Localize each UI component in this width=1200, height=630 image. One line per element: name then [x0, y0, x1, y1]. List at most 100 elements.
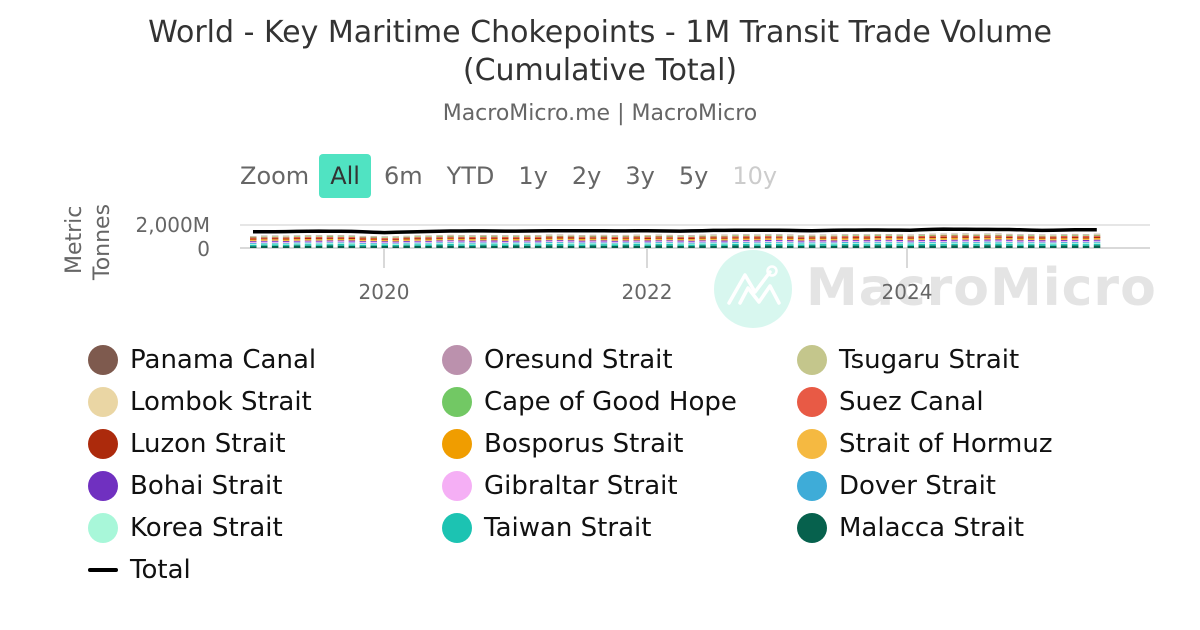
column-segment	[732, 240, 739, 242]
column-segment	[1093, 242, 1101, 244]
legend-item-gibraltar-strait[interactable]: Gibraltar Strait	[442, 466, 678, 506]
column-segment	[1060, 242, 1068, 244]
legend-item-lombok-strait[interactable]: Lombok Strait	[88, 382, 312, 422]
total-series-line[interactable]	[252, 227, 1097, 235]
column-segment	[754, 235, 761, 237]
column-segment	[721, 241, 728, 243]
legend-item-dover-strait[interactable]: Dover Strait	[797, 466, 996, 506]
column-segment	[491, 236, 498, 238]
range-button-6m[interactable]: 6m	[383, 162, 423, 190]
column-segment	[348, 243, 356, 245]
legend-item-total[interactable]: Total	[88, 550, 191, 590]
column-segment	[776, 237, 783, 239]
column-segment	[1039, 237, 1046, 239]
range-button-3y[interactable]: 3y	[625, 162, 655, 190]
column-segment	[940, 239, 947, 242]
column-segment	[973, 242, 980, 245]
column-segment	[392, 243, 399, 245]
column-segment	[337, 245, 345, 248]
range-button-5y[interactable]: 5y	[678, 162, 709, 190]
column-segment	[271, 238, 279, 240]
column-segment	[633, 238, 640, 240]
legend-item-bohai-strait[interactable]: Bohai Strait	[88, 466, 282, 506]
column-segment	[502, 239, 509, 240]
range-button-1y[interactable]: 1y	[518, 162, 548, 190]
column-segment	[633, 239, 640, 241]
column-segment	[513, 244, 520, 246]
column-segment	[1060, 241, 1068, 243]
legend-label: Oresund Strait	[484, 345, 673, 375]
column-segment	[940, 236, 947, 239]
column-segment	[885, 242, 893, 244]
column-segment	[918, 235, 925, 238]
column-segment	[743, 245, 750, 248]
column-segment	[502, 241, 509, 243]
column-segment	[326, 236, 334, 237]
stacked-columns[interactable]	[250, 233, 1101, 248]
column-segment	[743, 236, 750, 238]
x-tick-label-2024: 2024	[881, 280, 933, 304]
legend-item-suez-canal[interactable]: Suez Canal	[797, 382, 984, 422]
column-segment	[414, 239, 421, 240]
column-segment	[874, 239, 882, 241]
column-segment	[732, 238, 739, 240]
column-segment	[1028, 243, 1035, 245]
column-segment	[1006, 241, 1013, 243]
column-segment	[918, 242, 925, 244]
column-segment	[929, 239, 936, 241]
column-segment	[951, 243, 958, 246]
column-segment	[414, 245, 421, 248]
column-segment	[524, 242, 531, 244]
legend-item-tsugaru-strait[interactable]: Tsugaru Strait	[797, 340, 1019, 380]
column-segment	[337, 243, 345, 245]
column-segment	[688, 243, 695, 245]
column-segment	[436, 245, 443, 248]
column-segment	[666, 235, 673, 237]
column-segment	[995, 243, 1002, 246]
column-segment	[502, 238, 509, 240]
column-segment	[337, 241, 345, 243]
column-segment	[1028, 238, 1035, 240]
column-segment	[929, 234, 936, 236]
column-segment	[469, 246, 476, 248]
column-segment	[403, 244, 410, 246]
column-segment	[885, 235, 893, 236]
legend-item-malacca-strait[interactable]: Malacca Strait	[797, 508, 1024, 548]
column-segment	[863, 244, 871, 246]
legend-item-bosporus-strait[interactable]: Bosporus Strait	[442, 424, 683, 464]
legend-item-luzon-strait[interactable]: Luzon Strait	[88, 424, 286, 464]
legend-item-taiwan-strait[interactable]: Taiwan Strait	[442, 508, 651, 548]
legend-dot-icon	[797, 513, 827, 543]
legend-item-oresund-strait[interactable]: Oresund Strait	[442, 340, 673, 380]
column-segment	[743, 240, 750, 241]
column-segment	[1017, 235, 1024, 237]
column-segment	[1071, 243, 1079, 246]
column-segment	[907, 239, 914, 241]
legend-item-korea-strait[interactable]: Korea Strait	[88, 508, 283, 548]
legend-item-panama-canal[interactable]: Panama Canal	[88, 340, 316, 380]
column-segment	[370, 240, 377, 242]
column-segment	[787, 237, 794, 239]
legend-item-strait-of-hormuz[interactable]: Strait of Hormuz	[797, 424, 1052, 464]
column-segment	[271, 242, 279, 244]
column-segment	[403, 245, 410, 248]
legend-item-cape-of-good-hope[interactable]: Cape of Good Hope	[442, 382, 737, 422]
column-segment	[929, 237, 936, 239]
range-button-all[interactable]: All	[319, 154, 371, 198]
column-segment	[852, 240, 860, 241]
column-segment	[885, 238, 893, 239]
column-segment	[732, 244, 739, 246]
column-segment	[491, 237, 498, 239]
column-segment	[918, 243, 925, 245]
legend-label: Bohai Strait	[130, 471, 283, 501]
column-segment	[1093, 234, 1101, 236]
range-button-ytd[interactable]: YTD	[446, 162, 495, 190]
column-segment	[765, 239, 772, 241]
column-segment	[1060, 236, 1068, 238]
column-segment	[534, 240, 542, 242]
column-segment	[688, 242, 695, 244]
column-segment	[808, 240, 816, 242]
range-button-2y[interactable]: 2y	[571, 162, 602, 190]
column-segment	[458, 244, 465, 246]
